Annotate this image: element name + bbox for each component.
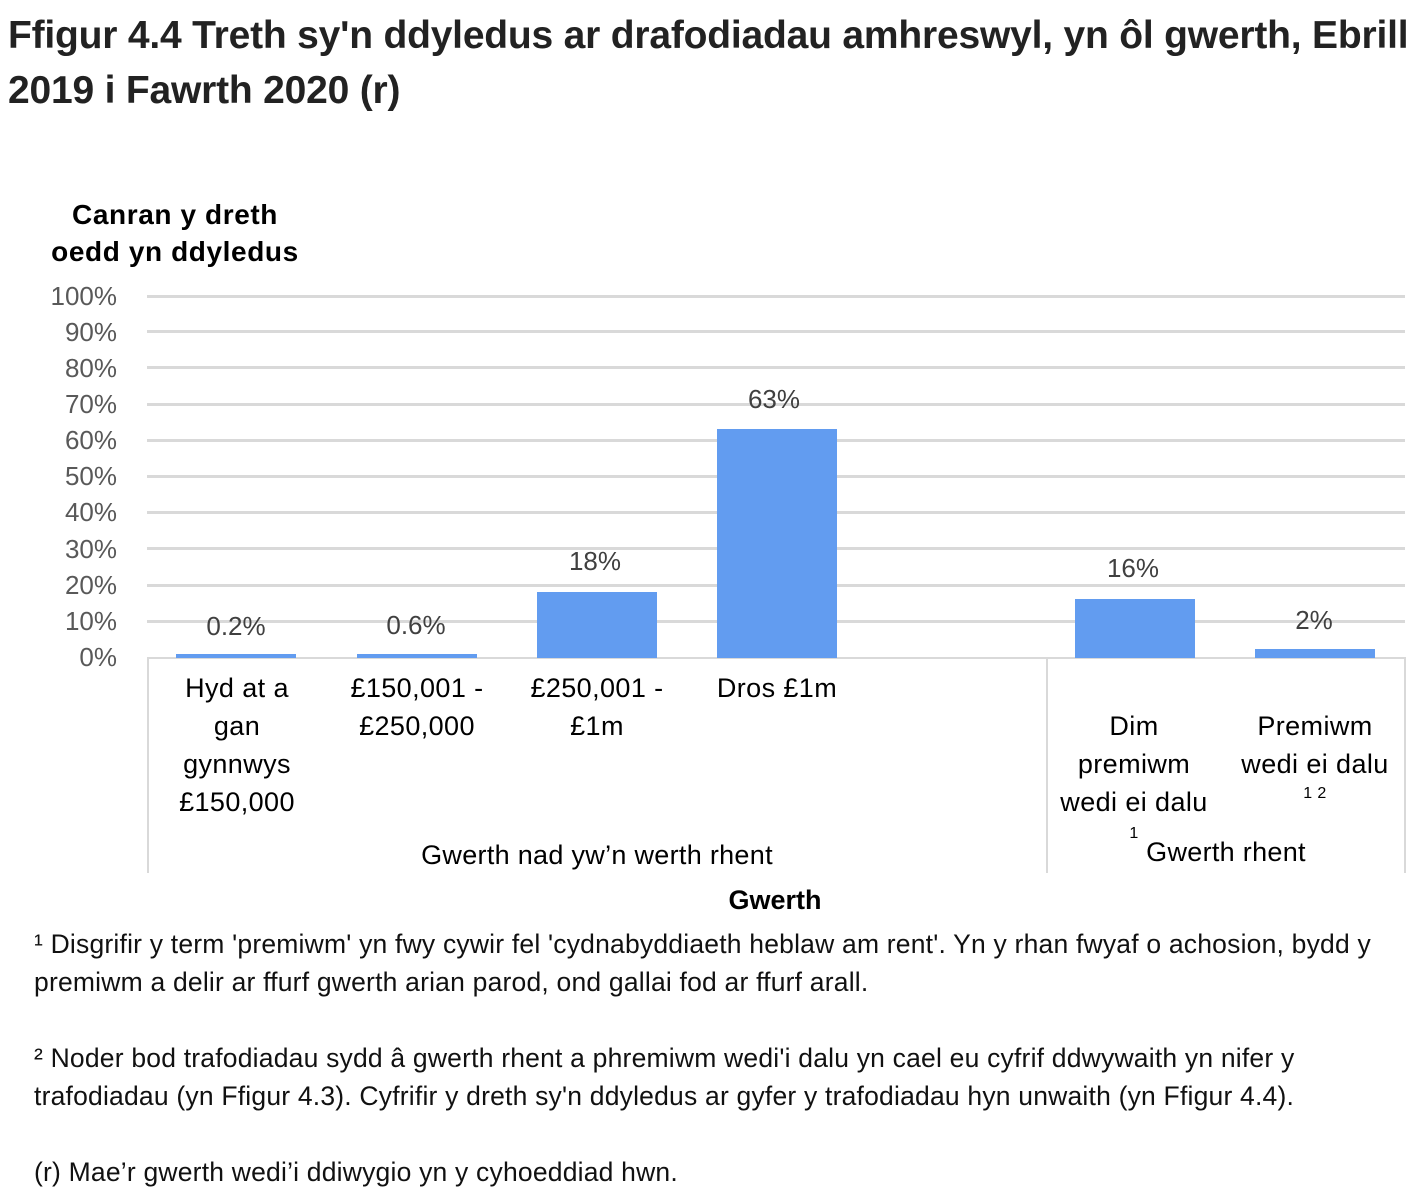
y-tick: 90%: [64, 317, 117, 347]
x-axis-title: Gwerth: [728, 885, 822, 915]
x-axis-line: [147, 657, 1405, 659]
footnote-2: ² Noder bod trafodiadau sydd â gwerth rh…: [34, 1043, 1295, 1111]
footnote-ref: 1 2: [1303, 785, 1327, 802]
category-label-text: Dim premiwm wedi ei dalu: [1060, 711, 1208, 817]
data-label: 16%: [1106, 553, 1160, 583]
bar-150001-250000: [357, 654, 477, 658]
x-axis-left-border: [147, 657, 149, 873]
gridline: [147, 403, 1405, 406]
x-axis-right-border: [1404, 657, 1406, 873]
bar-dros-1m: [717, 429, 837, 658]
category-label: Dim premiwm wedi ei dalu 1: [1044, 669, 1224, 885]
gridline: [147, 330, 1405, 333]
footnote-1: ¹ Disgrifir y term 'premiwm' yn fwy cywi…: [34, 929, 1371, 997]
y-axis-title-line2: oedd yn ddyledus: [51, 236, 299, 267]
footnote-revised: (r) Mae’r gwerth wedi’i ddiwygio yn y cy…: [34, 1157, 678, 1187]
gridline: [147, 295, 1405, 298]
data-label: 18%: [568, 546, 622, 576]
category-label: £150,001 - £250,000: [350, 673, 484, 741]
data-label: 63%: [747, 384, 801, 414]
y-tick: 80%: [64, 353, 117, 383]
y-tick: 20%: [64, 570, 117, 600]
y-tick: 10%: [64, 606, 117, 636]
bar-hyd-at-150000: [176, 654, 296, 658]
category-label-text: Premiwm wedi ei dalu: [1241, 711, 1389, 779]
y-tick: 60%: [64, 425, 117, 455]
bar-250001-1m: [537, 592, 657, 658]
y-tick: 30%: [64, 534, 117, 564]
data-label: 0.2%: [206, 611, 266, 641]
y-tick: 50%: [64, 461, 117, 491]
category-label: Premiwm wedi ei dalu 1 2: [1225, 669, 1405, 843]
footnote-ref: 1: [1129, 825, 1139, 842]
category-label: Dros £1m: [716, 673, 838, 703]
y-axis-title: Canran y dreth oedd yn ddyledus: [20, 196, 330, 270]
y-tick: 100%: [50, 281, 118, 311]
group-divider: [1046, 657, 1048, 873]
bar-dim-premiwm: [1075, 599, 1195, 658]
group-label-rent: Gwerth rhent: [1146, 837, 1306, 867]
data-label: 2%: [1295, 605, 1333, 635]
group-label-non-rent: Gwerth nad yw’n werth rhent: [421, 840, 773, 870]
bar-premiwm-wedi-dalu: [1255, 649, 1375, 658]
category-label: Hyd at a gan gynnwys £150,000: [179, 673, 295, 817]
gridline: [147, 366, 1405, 369]
category-label: £250,001 - £1m: [530, 673, 664, 741]
chart-title: Ffigur 4.4 Treth sy'n ddyledus ar drafod…: [8, 14, 1409, 112]
y-axis-title-line1: Canran y dreth: [72, 199, 278, 230]
y-tick: 40%: [64, 497, 117, 527]
data-label: 0.6%: [386, 610, 446, 640]
y-tick: 0%: [79, 642, 117, 672]
y-tick: 70%: [64, 389, 117, 419]
